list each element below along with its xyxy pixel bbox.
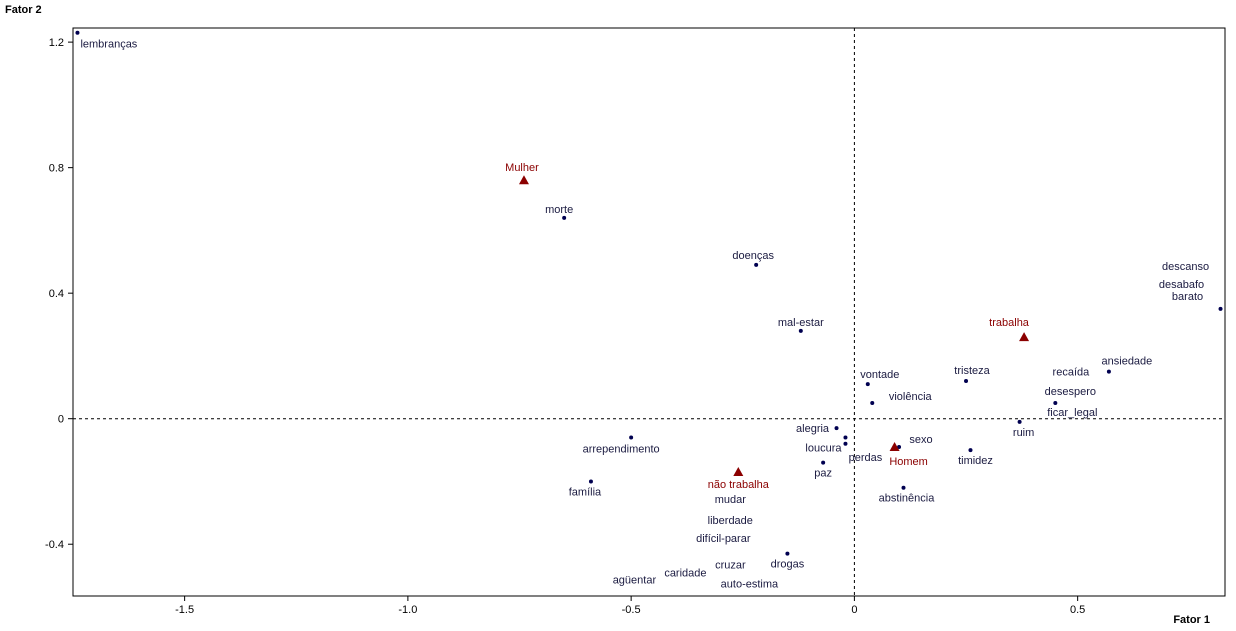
word-label: drogas xyxy=(771,559,805,571)
word-point xyxy=(754,262,759,267)
word-label: mudar xyxy=(715,494,747,506)
plot-frame xyxy=(72,27,1226,597)
word-point xyxy=(901,485,906,490)
x-tick-label: -1.5 xyxy=(175,604,194,616)
x-tick-label: 0.5 xyxy=(1070,604,1085,616)
word-point xyxy=(562,215,567,220)
word-label: liberdade xyxy=(708,515,753,527)
word-point xyxy=(897,444,902,449)
supplementary-label: Homem xyxy=(889,456,928,468)
supplementary-marker xyxy=(889,441,900,451)
word-point xyxy=(1106,369,1111,374)
word-point xyxy=(821,460,826,465)
word-label: recaída xyxy=(1053,367,1091,379)
x-tick-label: 0 xyxy=(851,604,857,616)
x-axis-title: Fator 1 xyxy=(1173,614,1210,626)
word-label: mal-estar xyxy=(778,317,824,329)
x-tick-label: -1.0 xyxy=(398,604,417,616)
word-label: desespero xyxy=(1045,386,1096,398)
word-point xyxy=(843,435,848,440)
word-label: doenças xyxy=(732,250,774,262)
supplementary-label: não trabalha xyxy=(708,479,770,491)
word-label: agüentar xyxy=(613,575,657,587)
word-label: perdas xyxy=(849,452,883,464)
word-point xyxy=(865,382,870,387)
word-label: alegria xyxy=(796,423,830,435)
word-point xyxy=(843,441,848,446)
word-label: violência xyxy=(889,391,933,403)
word-point xyxy=(588,479,593,484)
word-label: difícil-parar xyxy=(696,533,751,545)
word-point xyxy=(870,401,875,406)
word-label: auto-estima xyxy=(721,579,779,591)
word-label: morte xyxy=(545,204,573,216)
word-label: ruim xyxy=(1013,427,1034,439)
word-point xyxy=(1053,401,1058,406)
y-tick-label: 1.2 xyxy=(49,37,64,49)
word-label: família xyxy=(569,486,602,498)
word-label: timidez xyxy=(958,455,993,467)
word-label: cruzar xyxy=(715,560,746,572)
supplementary-label: trabalha xyxy=(989,317,1030,329)
supplementary-label: Mulher xyxy=(505,162,539,174)
word-label: ansiedade xyxy=(1102,356,1153,368)
word-point xyxy=(785,551,790,556)
y-tick-label: 0.8 xyxy=(49,163,64,175)
word-point xyxy=(1017,419,1022,424)
supplementary-marker xyxy=(733,467,744,477)
word-label: descanso xyxy=(1162,261,1209,273)
word-point xyxy=(629,435,634,440)
word-label: sexo xyxy=(909,434,932,446)
word-point xyxy=(798,328,803,333)
word-label: paz xyxy=(814,468,832,480)
word-label: tristeza xyxy=(954,365,990,377)
word-point xyxy=(968,448,973,453)
y-tick-label: 0 xyxy=(58,414,64,426)
word-label: ficar_legal xyxy=(1047,407,1097,419)
word-label: vontade xyxy=(860,369,899,381)
word-point xyxy=(964,379,969,384)
word-point xyxy=(834,426,839,431)
word-label: arrependimento xyxy=(583,444,660,456)
y-tick-label: 0.4 xyxy=(49,288,64,300)
y-tick-label: -0.4 xyxy=(45,539,64,551)
word-label: loucura xyxy=(805,443,842,455)
word-point xyxy=(75,30,80,35)
word-label: lembranças xyxy=(80,39,137,51)
y-axis-title: Fator 2 xyxy=(5,4,42,16)
word-label: caridade xyxy=(664,568,706,580)
word-point xyxy=(1218,306,1223,311)
x-tick-label: -0.5 xyxy=(622,604,641,616)
supplementary-marker xyxy=(518,175,529,185)
word-label: barato xyxy=(1172,291,1203,303)
word-label: desabafo xyxy=(1159,279,1204,291)
word-label: abstinência xyxy=(879,493,936,505)
supplementary-marker xyxy=(1019,332,1030,342)
